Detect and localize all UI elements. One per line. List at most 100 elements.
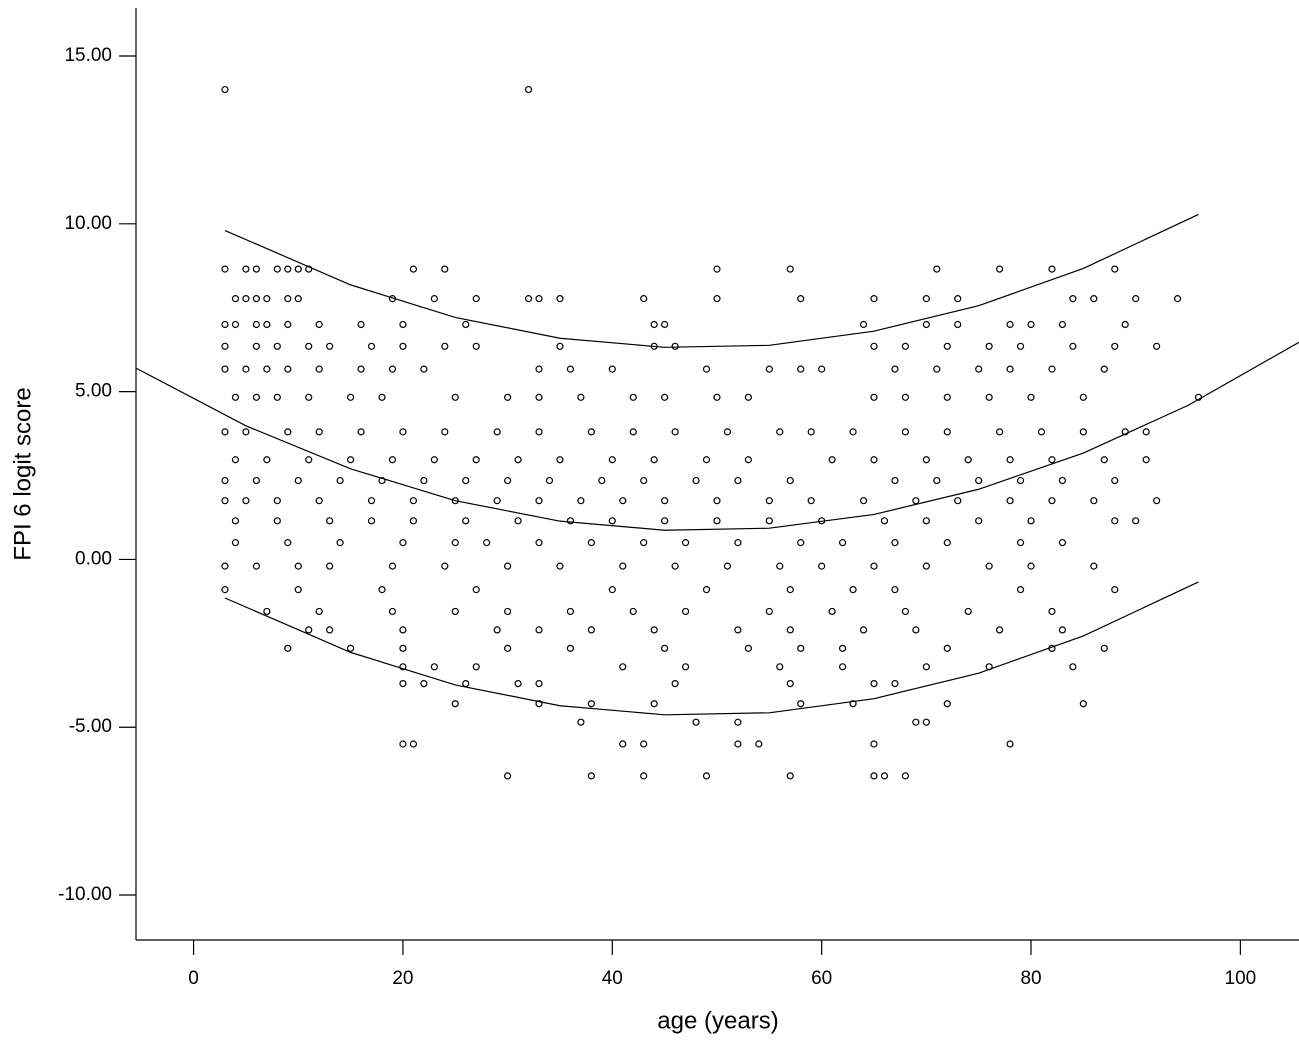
point — [221, 85, 229, 94]
point — [996, 428, 1004, 436]
x-axis-label: age (years) — [657, 1007, 778, 1034]
fit-curve — [224, 213, 1199, 348]
point — [1048, 607, 1056, 616]
point — [315, 365, 323, 373]
point — [231, 393, 240, 401]
point — [1027, 517, 1035, 525]
point — [273, 517, 281, 525]
point — [336, 476, 344, 485]
point — [221, 320, 229, 329]
point — [901, 342, 910, 350]
point — [650, 456, 658, 464]
point — [723, 562, 732, 570]
point — [556, 342, 564, 350]
point — [1100, 456, 1108, 464]
point — [1048, 497, 1056, 505]
point — [1037, 428, 1046, 436]
point — [619, 497, 627, 505]
point — [441, 428, 449, 436]
point — [797, 700, 805, 708]
point — [1100, 365, 1108, 373]
point — [483, 539, 491, 547]
point — [326, 517, 334, 525]
point — [420, 679, 428, 688]
point — [326, 562, 334, 570]
point — [535, 497, 543, 505]
y-tick-label: 0.00 — [75, 548, 112, 569]
point — [849, 586, 857, 594]
point — [661, 497, 669, 505]
point — [713, 295, 721, 303]
point — [535, 295, 543, 303]
point — [367, 497, 376, 505]
point — [1016, 476, 1025, 485]
point — [294, 295, 302, 303]
point — [535, 539, 543, 547]
point — [231, 295, 240, 303]
point — [1100, 644, 1108, 652]
point — [996, 265, 1004, 273]
point — [284, 644, 292, 652]
point — [922, 718, 930, 726]
point — [692, 718, 700, 726]
point — [399, 428, 407, 436]
point — [608, 517, 616, 525]
point — [294, 586, 302, 594]
point — [535, 365, 543, 373]
point — [922, 456, 930, 464]
point — [451, 700, 459, 708]
point — [786, 586, 794, 594]
point — [1111, 517, 1119, 525]
point — [985, 393, 993, 401]
point — [838, 539, 847, 547]
point — [231, 517, 240, 525]
point — [922, 562, 930, 570]
point — [671, 342, 679, 350]
point — [305, 393, 313, 401]
point — [1142, 428, 1150, 436]
point — [252, 342, 260, 350]
point — [933, 265, 941, 273]
point — [859, 497, 868, 505]
point — [943, 539, 951, 547]
point — [891, 679, 899, 688]
point — [566, 607, 575, 616]
point — [818, 365, 826, 373]
point — [451, 539, 459, 547]
point — [702, 772, 711, 780]
point — [744, 644, 752, 652]
point — [273, 497, 281, 505]
point — [493, 497, 501, 505]
point — [776, 663, 784, 671]
point — [263, 320, 271, 329]
point — [409, 497, 418, 505]
point — [357, 428, 365, 436]
point — [723, 428, 732, 436]
point — [273, 393, 281, 401]
point — [776, 428, 784, 436]
point — [273, 265, 281, 273]
point — [1048, 365, 1056, 373]
point — [231, 456, 240, 464]
point — [472, 586, 480, 594]
point — [734, 626, 742, 634]
point — [891, 586, 899, 594]
point — [430, 295, 438, 303]
point — [420, 365, 428, 373]
point — [985, 342, 993, 350]
point — [263, 365, 271, 373]
point — [252, 562, 260, 570]
point — [1016, 342, 1025, 350]
point — [315, 320, 323, 329]
point — [640, 476, 648, 485]
point — [346, 393, 355, 401]
point — [870, 679, 878, 688]
point — [535, 393, 543, 401]
point — [1006, 365, 1014, 373]
point — [388, 456, 397, 464]
y-tick-label: -5.00 — [69, 716, 112, 737]
point — [870, 295, 878, 303]
point — [985, 562, 993, 570]
point — [587, 626, 595, 634]
point — [535, 679, 543, 688]
